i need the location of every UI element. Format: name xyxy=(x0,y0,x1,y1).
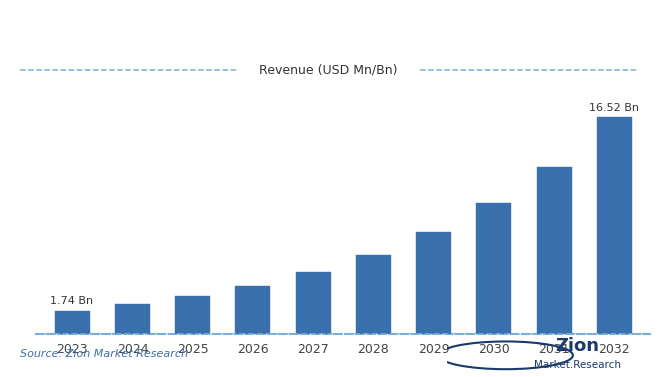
Bar xyxy=(476,204,511,334)
Bar xyxy=(597,117,632,334)
Text: Market.Research: Market.Research xyxy=(533,360,621,370)
Text: Global Database Automation Market, 2018-2032 (USD Billion): Global Database Automation Market, 2018-… xyxy=(3,16,654,35)
Bar xyxy=(356,254,391,334)
Text: 1.74 Bn: 1.74 Bn xyxy=(49,296,93,306)
Text: Source: Zion Market Research: Source: Zion Market Research xyxy=(20,349,189,359)
Text: Revenue (USD Mn/Bn): Revenue (USD Mn/Bn) xyxy=(260,63,397,76)
Bar xyxy=(416,232,451,334)
Bar xyxy=(55,311,90,334)
Bar xyxy=(235,286,271,334)
Text: Zion: Zion xyxy=(555,337,599,355)
Text: 16.52 Bn: 16.52 Bn xyxy=(589,103,639,113)
Bar xyxy=(537,167,572,334)
Text: CAGR : 28.40%: CAGR : 28.40% xyxy=(71,139,175,152)
Bar xyxy=(175,296,210,334)
Bar xyxy=(296,272,330,334)
Bar xyxy=(115,305,150,334)
